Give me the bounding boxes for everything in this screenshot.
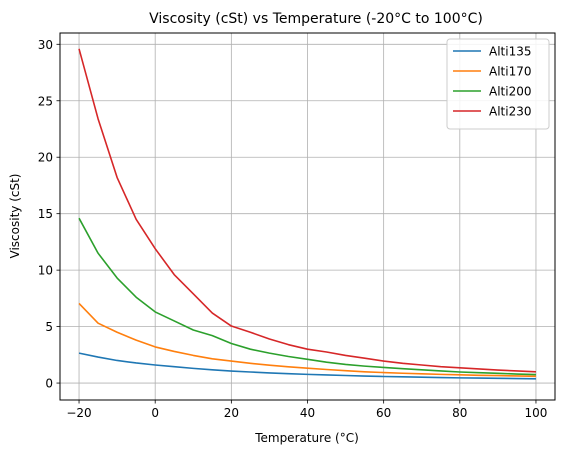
grid bbox=[60, 33, 555, 400]
legend-label-alti230: Alti230 bbox=[489, 105, 532, 119]
y-tick-label: 30 bbox=[38, 38, 53, 52]
y-tick-label: 5 bbox=[45, 320, 53, 334]
x-tick-label: 80 bbox=[452, 406, 467, 420]
ticks: −20 0 20 40 60 80 100 0 5 10 15 20 25 30 bbox=[38, 38, 548, 420]
legend-label-alti170: Alti170 bbox=[489, 65, 532, 79]
y-tick-label: 25 bbox=[38, 94, 53, 108]
series-line-alti135 bbox=[78, 352, 536, 380]
series-line-alti200 bbox=[78, 217, 536, 376]
x-tick-label: 40 bbox=[300, 406, 315, 420]
x-tick-label: 60 bbox=[376, 406, 391, 420]
series-line-alti230 bbox=[78, 48, 536, 373]
legend-label-alti200: Alti200 bbox=[489, 85, 532, 99]
x-axis-label: Temperature (°C) bbox=[254, 431, 359, 445]
y-tick-label: 10 bbox=[38, 264, 53, 278]
x-tick-label: 0 bbox=[151, 406, 159, 420]
chart-title: Viscosity (cSt) vs Temperature (-20°C to… bbox=[149, 11, 483, 27]
legend-label-alti135: Alti135 bbox=[489, 45, 532, 59]
x-tick-label: −20 bbox=[66, 406, 91, 420]
x-tick-label: 100 bbox=[525, 406, 548, 420]
y-tick-label: 0 bbox=[45, 377, 53, 391]
series-line-alti170 bbox=[78, 302, 536, 378]
y-tick-label: 20 bbox=[38, 151, 53, 165]
legend: Alti135 Alti170 Alti200 Alti230 bbox=[446, 38, 550, 130]
y-tick-label: 15 bbox=[38, 207, 53, 221]
series-layer bbox=[78, 48, 536, 380]
x-tick-label: 20 bbox=[224, 406, 239, 420]
y-axis-label: Viscosity (cSt) bbox=[8, 174, 22, 259]
legend-box bbox=[446, 38, 550, 130]
